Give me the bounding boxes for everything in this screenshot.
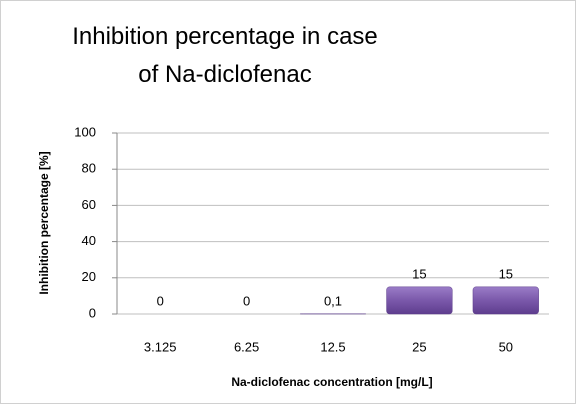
bar	[386, 286, 453, 315]
data-label: 15	[412, 266, 426, 281]
y-tick-label: 20	[82, 269, 96, 284]
x-tick-label: 25	[412, 339, 426, 354]
x-tick-label: 6.25	[234, 339, 259, 354]
y-tick-label: 100	[74, 124, 96, 139]
y-axis-label: Inhibition percentage [%]	[37, 151, 51, 294]
chart-title: Inhibition percentage in case of Na-dicl…	[72, 23, 378, 88]
data-label: 0,1	[324, 293, 342, 308]
y-tick-label: 0	[89, 305, 96, 320]
x-tick-label: 3.125	[144, 339, 177, 354]
data-label: 15	[499, 266, 513, 281]
y-tick-label: 40	[82, 233, 96, 248]
data-label: 0	[243, 293, 250, 308]
x-tick-label: 50	[499, 339, 513, 354]
data-label: 0	[157, 293, 164, 308]
y-tick-label: 60	[82, 197, 96, 212]
y-tick-label: 80	[82, 161, 96, 176]
x-tick-label: 12.5	[320, 339, 345, 354]
x-axis-label: Na-diclofenac concentration [mg/L]	[231, 375, 432, 389]
bar	[472, 286, 539, 315]
